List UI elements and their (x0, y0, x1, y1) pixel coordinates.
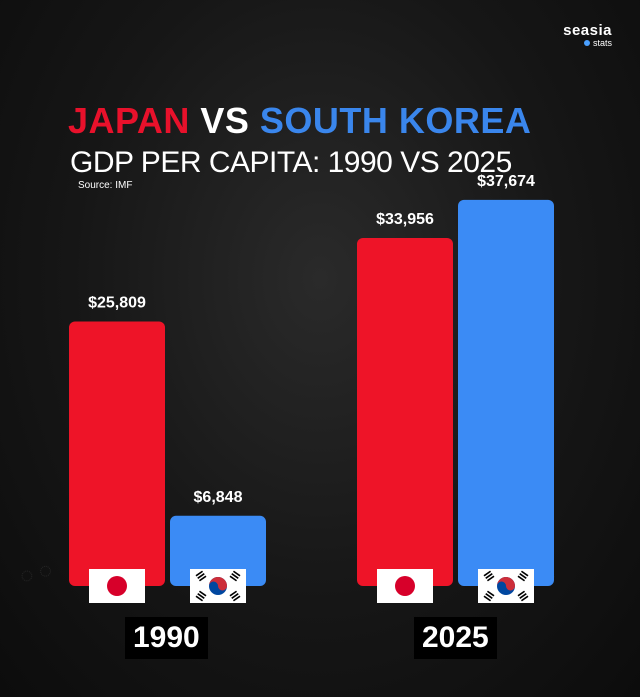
korea-flag-icon-2025 (478, 569, 534, 603)
bar-japan-1990 (69, 321, 165, 586)
chart-subtitle: GDP PER CAPITA: 1990 VS 2025 (70, 146, 512, 179)
data-label-japan-1990: $25,809 (88, 294, 146, 311)
title-vs: VS (200, 100, 250, 141)
bar-south-korea-1990 (170, 515, 266, 586)
japan-flag-icon-1990 (89, 569, 145, 603)
year-label-1990: 1990 (125, 617, 208, 659)
data-label-south-korea-2025: $37,674 (477, 173, 535, 190)
brand-name: seasia (563, 22, 612, 39)
year-label-2025: 2025 (414, 617, 497, 659)
korea-flag-icon-1990 (190, 569, 246, 603)
chart-title: JAPAN VS SOUTH KOREA (68, 100, 531, 142)
title-korea: SOUTH KOREA (259, 100, 532, 141)
bar-south-korea-2025 (458, 199, 554, 587)
data-label-japan-2025: $33,956 (376, 211, 434, 228)
brand-sub-text: stats (592, 38, 612, 48)
title-japan: JAPAN (68, 100, 190, 141)
bar-japan-2025 (357, 237, 453, 587)
brand-sub: stats (563, 38, 612, 48)
brand-logo: seasia stats (563, 22, 612, 48)
dot-icon (583, 40, 590, 46)
data-label-south-korea-1990: $6,848 (194, 489, 243, 506)
source-note: Source: IMF (78, 180, 133, 191)
japan-flag-icon-2025 (377, 569, 433, 603)
